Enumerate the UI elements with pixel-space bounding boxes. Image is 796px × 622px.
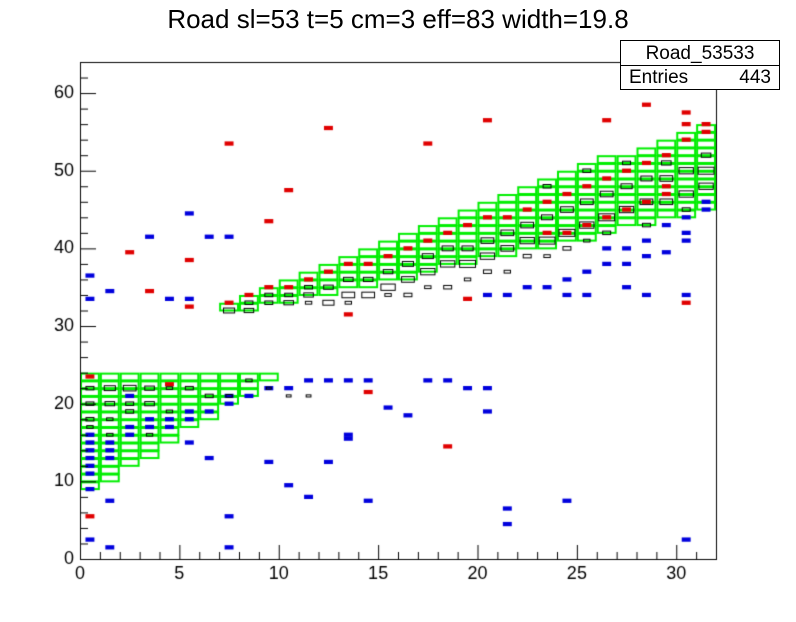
stats-entries-label: Entries bbox=[629, 67, 689, 88]
stats-entries-row: Entries 443 bbox=[621, 66, 779, 90]
stats-entries-value: 443 bbox=[739, 67, 771, 88]
stats-histogram-name: Road_53533 bbox=[621, 41, 779, 66]
stats-box: Road_53533 Entries 443 bbox=[620, 40, 780, 90]
chart-title: Road sl=53 t=5 cm=3 eff=83 width=19.8 bbox=[167, 4, 629, 34]
